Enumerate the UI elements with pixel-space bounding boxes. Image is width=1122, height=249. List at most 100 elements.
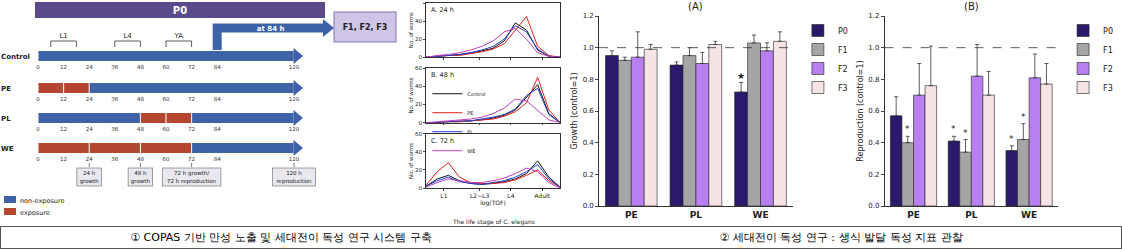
svg-text:120 h: 120 h: [286, 170, 302, 176]
svg-text:PL: PL: [467, 129, 473, 135]
svg-text:12: 12: [60, 96, 67, 102]
svg-text:24: 24: [86, 156, 93, 162]
svg-text:24: 24: [86, 96, 93, 102]
svg-text:*: *: [963, 128, 968, 138]
svg-text:120: 120: [289, 64, 300, 70]
svg-text:0: 0: [36, 126, 40, 132]
svg-text:84: 84: [214, 64, 221, 70]
svg-text:48: 48: [137, 64, 144, 70]
svg-text:growth: growth: [80, 178, 100, 185]
svg-text:40: 40: [415, 18, 422, 24]
svg-text:F2: F2: [838, 65, 848, 74]
svg-text:No. of worms: No. of worms: [408, 12, 414, 48]
svg-text:60: 60: [163, 126, 170, 132]
svg-text:36: 36: [111, 126, 118, 132]
svg-text:72: 72: [188, 96, 195, 102]
svg-text:0.0: 0.0: [868, 202, 879, 210]
svg-text:48: 48: [137, 126, 144, 132]
svg-text:0: 0: [36, 156, 40, 162]
svg-text:L4: L4: [507, 192, 514, 199]
svg-text:20: 20: [415, 101, 422, 107]
svg-text:1.2: 1.2: [583, 12, 594, 20]
svg-text:0.6: 0.6: [868, 107, 880, 115]
svg-text:36: 36: [111, 64, 118, 70]
svg-text:120: 120: [289, 156, 300, 162]
svg-text:F1: F1: [838, 46, 848, 55]
svg-text:20: 20: [415, 167, 422, 173]
svg-text:reproduction: reproduction: [276, 178, 312, 185]
svg-text:growth: growth: [131, 178, 151, 185]
svg-text:120: 120: [289, 126, 300, 132]
svg-text:72: 72: [188, 64, 195, 70]
svg-text:L1: L1: [59, 32, 67, 40]
svg-text:1.0: 1.0: [583, 44, 594, 52]
svg-text:non-exposure: non-exposure: [20, 197, 64, 205]
svg-text:exposure: exposure: [20, 209, 50, 217]
svg-text:PE: PE: [467, 110, 473, 116]
svg-text:*: *: [905, 124, 910, 134]
svg-text:P0: P0: [1103, 27, 1113, 36]
svg-text:0.2: 0.2: [868, 171, 879, 179]
svg-text:1.2: 1.2: [868, 12, 879, 20]
svg-text:YA: YA: [174, 32, 184, 40]
svg-text:F1: F1: [1103, 46, 1113, 55]
svg-text:F1, F2, F3: F1, F2, F3: [343, 23, 388, 32]
svg-text:Adult: Adult: [534, 192, 550, 199]
svg-text:No. of worms: No. of worms: [408, 143, 414, 179]
svg-text:PL: PL: [1, 115, 11, 123]
svg-text:12: 12: [60, 64, 67, 70]
svg-text:48: 48: [137, 156, 144, 162]
svg-text:(B): (B): [964, 1, 979, 12]
svg-text:0.6: 0.6: [583, 107, 595, 115]
svg-text:PL: PL: [690, 210, 703, 220]
svg-text:0: 0: [419, 185, 423, 191]
svg-text:(A): (A): [688, 1, 703, 12]
svg-text:Reproduction (control=1): Reproduction (control=1): [856, 60, 865, 161]
svg-text:0.4: 0.4: [583, 139, 595, 147]
svg-text:PE: PE: [625, 210, 638, 220]
svg-text:C. 72 h: C. 72 h: [431, 137, 454, 145]
svg-text:PL: PL: [965, 210, 978, 220]
svg-text:P0: P0: [838, 27, 848, 36]
svg-text:WE: WE: [467, 148, 475, 154]
svg-text:0.2: 0.2: [583, 171, 594, 179]
svg-text:1.0: 1.0: [868, 44, 879, 52]
svg-text:12: 12: [60, 126, 67, 132]
svg-text:72: 72: [188, 156, 195, 162]
svg-text:20: 20: [415, 36, 422, 42]
svg-text:0: 0: [419, 120, 423, 126]
svg-text:84: 84: [214, 126, 221, 132]
svg-text:Control: Control: [467, 91, 485, 97]
svg-text:at 84 h: at 84 h: [257, 25, 285, 33]
svg-text:0.8: 0.8: [583, 76, 594, 84]
svg-text:L1: L1: [440, 192, 447, 199]
svg-text:120: 120: [289, 96, 300, 102]
svg-text:72 h growth/: 72 h growth/: [174, 170, 209, 177]
svg-text:PE: PE: [907, 210, 920, 220]
svg-text:0: 0: [36, 64, 40, 70]
svg-text:24: 24: [86, 126, 93, 132]
svg-text:0.4: 0.4: [868, 139, 880, 147]
svg-text:WE: WE: [1021, 210, 1037, 220]
svg-text:P0: P0: [173, 5, 187, 16]
svg-text:*: *: [951, 124, 956, 134]
svg-text:72 h reproduction: 72 h reproduction: [167, 178, 217, 185]
svg-text:0.0: 0.0: [583, 202, 594, 210]
svg-text:Growth (control=1): Growth (control=1): [570, 72, 579, 149]
svg-text:WE: WE: [1, 145, 14, 153]
svg-text:A. 24 h: A. 24 h: [431, 6, 454, 14]
svg-text:84: 84: [214, 96, 221, 102]
svg-text:PE: PE: [1, 85, 11, 93]
svg-text:★: ★: [737, 71, 745, 81]
svg-text:40: 40: [415, 83, 422, 89]
svg-text:No. of worms: No. of worms: [408, 77, 414, 113]
svg-text:12: 12: [60, 156, 67, 162]
svg-text:0: 0: [36, 96, 40, 102]
svg-text:40: 40: [415, 149, 422, 155]
svg-text:60: 60: [163, 96, 170, 102]
svg-text:24: 24: [86, 64, 93, 70]
svg-text:*: *: [1021, 112, 1026, 122]
svg-text:36: 36: [111, 156, 118, 162]
svg-text:B. 48 h: B. 48 h: [431, 71, 454, 79]
svg-text:0: 0: [419, 54, 423, 60]
